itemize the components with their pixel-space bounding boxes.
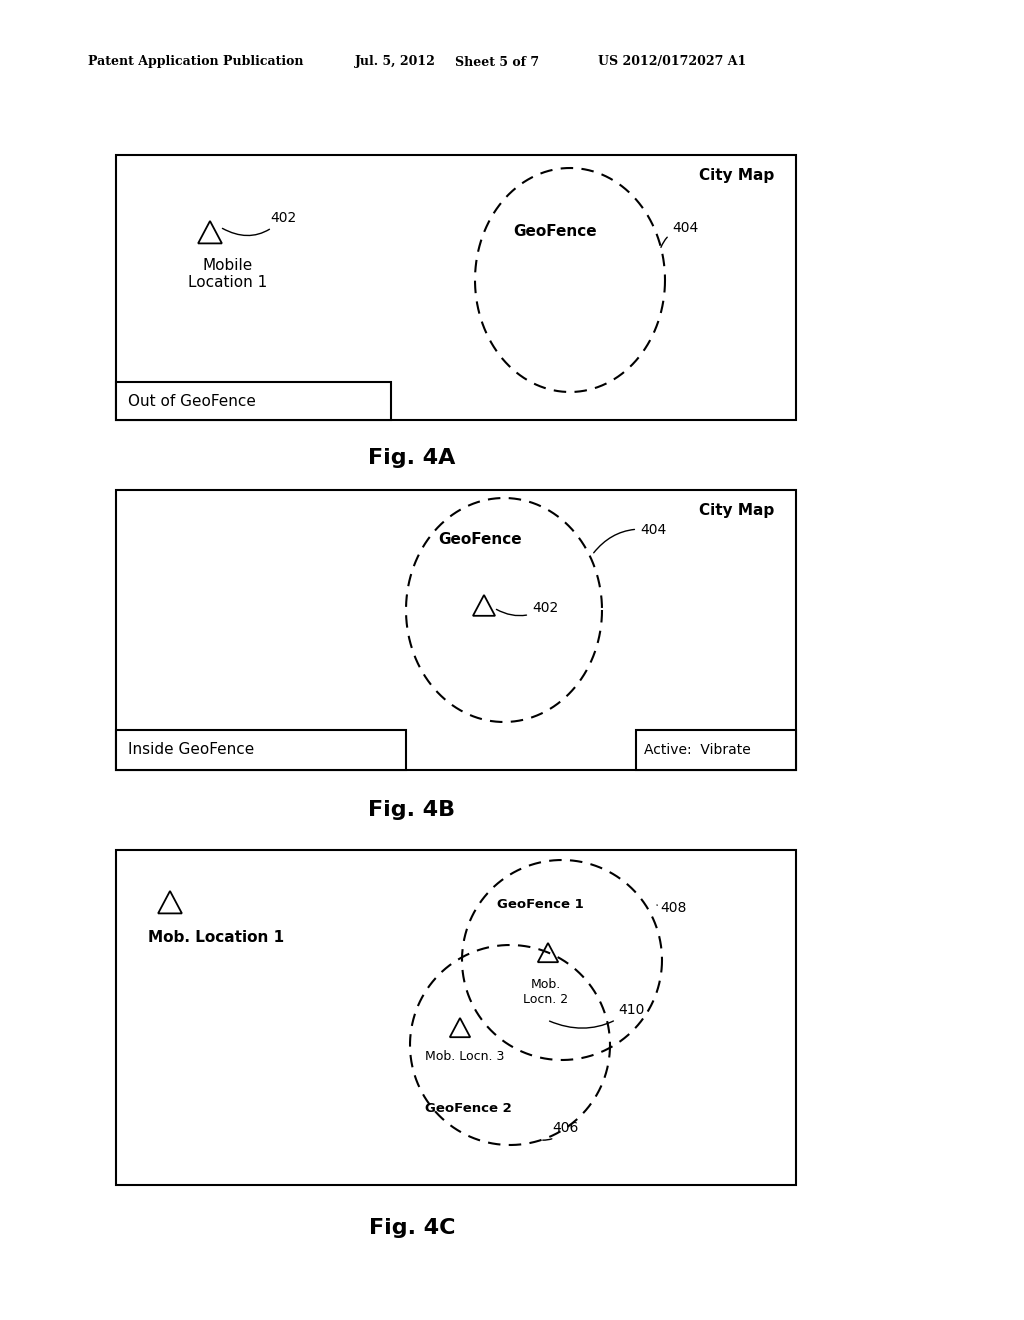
Text: Inside GeoFence: Inside GeoFence <box>128 742 254 758</box>
Text: Fig. 4A: Fig. 4A <box>369 447 456 469</box>
Bar <box>116 381 391 420</box>
Bar <box>636 730 796 770</box>
Text: 402: 402 <box>497 601 558 615</box>
Text: 406: 406 <box>543 1121 579 1140</box>
Text: 408: 408 <box>657 902 686 915</box>
Text: City Map: City Map <box>698 503 774 517</box>
Text: 402: 402 <box>222 211 296 235</box>
Text: US 2012/0172027 A1: US 2012/0172027 A1 <box>598 55 746 69</box>
Text: Mobile
Location 1: Mobile Location 1 <box>188 257 267 290</box>
Text: Sheet 5 of 7: Sheet 5 of 7 <box>455 55 539 69</box>
Text: Active:  Vibrate: Active: Vibrate <box>644 743 751 756</box>
Text: Jul. 5, 2012: Jul. 5, 2012 <box>355 55 436 69</box>
Text: 404: 404 <box>594 523 667 553</box>
Text: GeoFence 1: GeoFence 1 <box>497 899 584 912</box>
Bar <box>116 850 796 1185</box>
Text: Out of GeoFence: Out of GeoFence <box>128 393 256 408</box>
Text: Mob. Location 1: Mob. Location 1 <box>148 931 284 945</box>
Bar <box>116 154 796 420</box>
Text: Patent Application Publication: Patent Application Publication <box>88 55 303 69</box>
Text: GeoFence: GeoFence <box>438 532 522 548</box>
Text: GeoFence 2: GeoFence 2 <box>425 1101 511 1114</box>
Bar <box>116 490 796 770</box>
Text: 404: 404 <box>660 220 698 247</box>
Text: City Map: City Map <box>698 168 774 183</box>
Text: Mob. Locn. 3: Mob. Locn. 3 <box>425 1049 505 1063</box>
Text: 410: 410 <box>550 1003 644 1028</box>
Bar <box>116 730 406 770</box>
Text: Fig. 4C: Fig. 4C <box>369 1218 456 1238</box>
Text: GeoFence: GeoFence <box>513 224 597 239</box>
Text: Fig. 4B: Fig. 4B <box>369 800 456 820</box>
Text: Mob.
Locn. 2: Mob. Locn. 2 <box>523 978 568 1006</box>
